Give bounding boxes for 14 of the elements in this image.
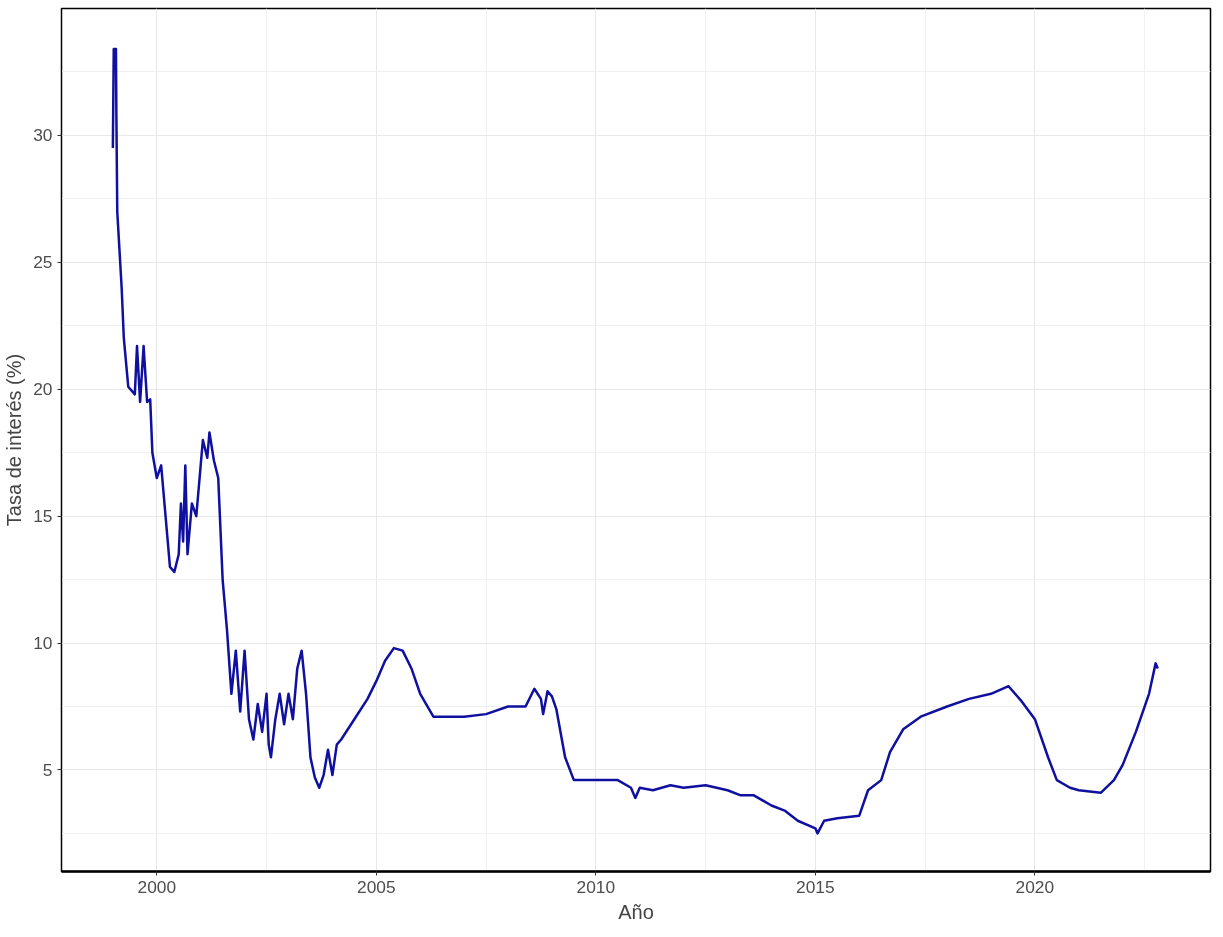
x-tick-label: 2000 xyxy=(137,876,177,897)
y-axis-title: Tasa de interés (%) xyxy=(3,353,26,527)
line-series xyxy=(111,47,1160,835)
y-tick-label: 5 xyxy=(42,759,53,780)
x-axis-title: Año xyxy=(618,900,654,923)
y-tick-label: 25 xyxy=(33,252,53,273)
x-tick-label: 2015 xyxy=(796,876,835,897)
y-tick-label: 10 xyxy=(33,633,53,654)
y-tick-label: 30 xyxy=(33,125,53,146)
y-tick-label: 20 xyxy=(33,379,53,400)
y-tick-label: 15 xyxy=(33,506,53,527)
x-tick-label: 2005 xyxy=(357,876,396,897)
x-tick-label: 2010 xyxy=(576,876,616,897)
x-tick-label: 2020 xyxy=(1015,876,1055,897)
